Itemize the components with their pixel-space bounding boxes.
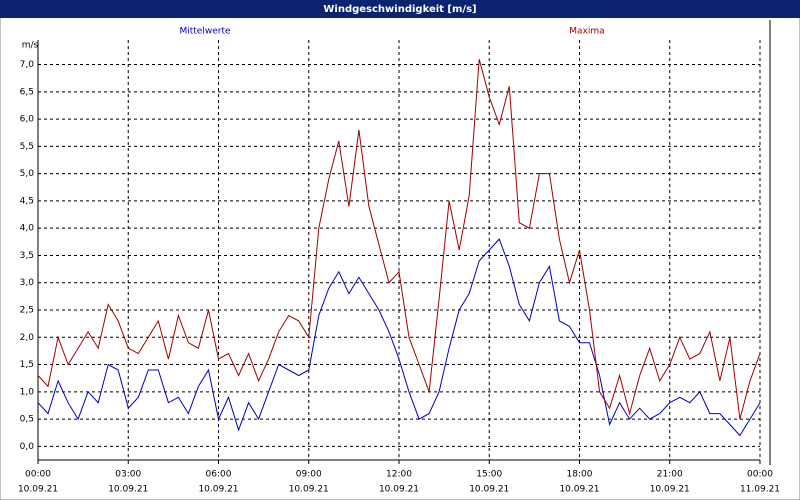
title-bar (0, 0, 800, 18)
x-tick-label: 09:00 (296, 470, 322, 480)
y-tick-label: 4,0 (20, 224, 35, 234)
x-tick-label: 18:00 (567, 470, 593, 480)
y-tick-label: 3,0 (20, 278, 35, 288)
y-tick-label: 3,5 (20, 251, 34, 261)
data-line (37, 58, 761, 420)
y-unit: m/s (22, 41, 39, 51)
y-tick-label: 5,5 (20, 142, 34, 152)
x-tick-date: 10.09.21 (198, 485, 238, 495)
y-tick-label: 4,5 (20, 196, 34, 206)
x-tick-date: 10.09.21 (18, 485, 58, 495)
chart-title: Windgeschwindigkeit [m/s] (323, 4, 476, 15)
x-tick-date: 10.09.21 (469, 485, 509, 495)
legend-entry: Mittelwerte (179, 27, 230, 37)
y-tick-label: 7,0 (20, 60, 35, 70)
x-tick-label: 12:00 (386, 470, 412, 480)
y-tick-label: 0,0 (20, 442, 35, 452)
x-tick-label: 15:00 (476, 470, 502, 480)
y-tick-label: 5,0 (20, 169, 35, 179)
x-tick-label: 00:00 (25, 470, 51, 480)
data-line (37, 238, 761, 437)
y-tick-label: 2,5 (20, 306, 34, 316)
x-tick-date: 11.09.21 (740, 485, 780, 495)
x-tick-date: 10.09.21 (289, 485, 329, 495)
x-tick-label: 03:00 (115, 470, 141, 480)
x-tick-date: 10.09.21 (108, 485, 148, 495)
y-tick-label: 6,5 (20, 87, 34, 97)
x-tick-date: 10.09.21 (559, 485, 599, 495)
y-tick-label: 0,5 (20, 415, 34, 425)
x-tick-label: 06:00 (206, 470, 232, 480)
y-tick-label: 1,0 (20, 387, 35, 397)
x-tick-label: 21:00 (657, 470, 683, 480)
y-tick-label: 2,0 (20, 333, 35, 343)
x-tick-date: 10.09.21 (379, 485, 419, 495)
legend-entry: Maxima (569, 27, 604, 37)
y-tick-label: 1,5 (20, 360, 34, 370)
x-tick-date: 10.09.21 (650, 485, 690, 495)
x-tick-label: 00:00 (747, 470, 773, 480)
y-tick-label: 6,0 (20, 115, 35, 125)
